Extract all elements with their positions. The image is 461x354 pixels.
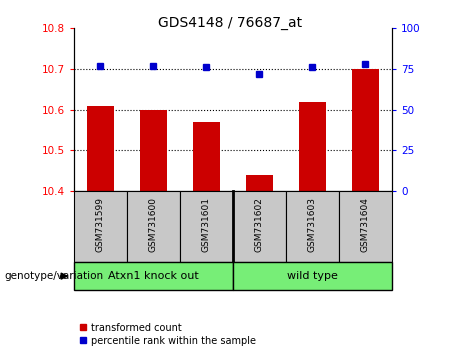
Text: wild type: wild type (287, 271, 338, 281)
Bar (74, 262, 233, 290)
Bar (180, 191, 233, 262)
Bar (286, 191, 339, 262)
Bar (74, 191, 127, 262)
Text: Atxn1 knock out: Atxn1 knock out (108, 271, 199, 281)
Bar (193, 122, 219, 191)
Text: GDS4148 / 76687_at: GDS4148 / 76687_at (159, 16, 302, 30)
Bar (233, 191, 286, 262)
Bar (127, 191, 180, 262)
Text: GSM731602: GSM731602 (255, 197, 264, 252)
Text: GSM731599: GSM731599 (96, 197, 105, 252)
Text: genotype/variation: genotype/variation (5, 271, 104, 281)
Text: GSM731600: GSM731600 (149, 197, 158, 252)
Legend: transformed count, percentile rank within the sample: transformed count, percentile rank withi… (79, 323, 256, 346)
Text: GSM731604: GSM731604 (361, 197, 370, 252)
Bar (339, 191, 392, 262)
Text: GSM731603: GSM731603 (308, 197, 317, 252)
Bar (246, 175, 272, 191)
Text: GSM731601: GSM731601 (202, 197, 211, 252)
Bar (352, 69, 378, 191)
Bar (87, 106, 113, 191)
Bar (140, 110, 166, 191)
Bar (299, 102, 325, 191)
Bar (233, 262, 392, 290)
